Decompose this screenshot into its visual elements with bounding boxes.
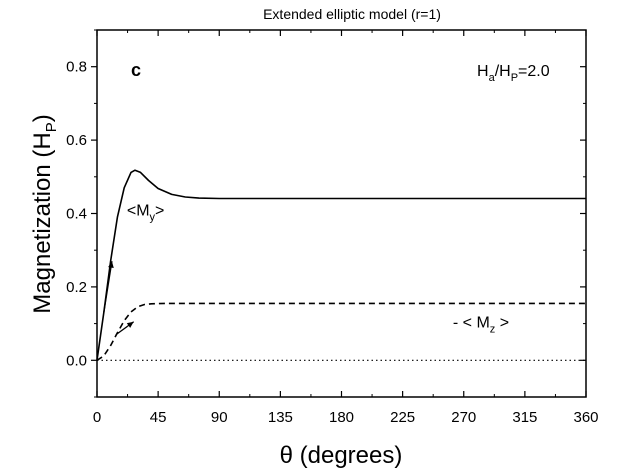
y-tick-label: 0.0 xyxy=(66,352,87,369)
y-axis-label-sub: P xyxy=(43,122,60,132)
data-series xyxy=(96,169,586,361)
arrow-shaft xyxy=(103,261,113,313)
x-axis-label: θ (degrees) xyxy=(280,442,403,469)
x-tick-label: 270 xyxy=(451,409,476,426)
annotation-mz-sub: z xyxy=(490,323,496,335)
y-tick-label: 0.4 xyxy=(66,206,87,223)
parameter-label-tail: =2.0 xyxy=(518,63,550,80)
x-tick-label: 45 xyxy=(150,409,167,426)
y-axis-label-main: Magnetization (H xyxy=(29,132,56,313)
annotation-mz-main: - < M xyxy=(453,314,490,331)
x-tick-label: 360 xyxy=(573,409,598,426)
x-tick-label: 315 xyxy=(512,409,537,426)
y-tick-label: 0.2 xyxy=(66,279,87,296)
arrow-head xyxy=(108,261,114,268)
annotation-my-sub: y xyxy=(150,211,156,223)
x-tick-label: 135 xyxy=(268,409,293,426)
plot-frame xyxy=(96,29,587,398)
annotation-mz: - < Mz > xyxy=(453,314,509,335)
y-tick-label: 0.6 xyxy=(66,132,87,149)
parameter-label: Ha/HP=2.0 xyxy=(477,63,550,84)
annotation-my: <My> xyxy=(127,202,165,223)
x-tick-label: 0 xyxy=(93,409,101,426)
y-tick-label: 0.8 xyxy=(66,59,87,76)
series-line-dashed xyxy=(96,302,586,361)
parameter-label-main: H xyxy=(477,63,489,80)
y-axis-label: Magnetization (HP) xyxy=(29,114,60,313)
x-axis: 0 45 90 135 180 225 270 315 360 xyxy=(93,30,599,426)
annotation-mz-tail: > xyxy=(495,314,509,331)
arrow-head xyxy=(126,321,134,328)
x-tick-label: 90 xyxy=(211,409,228,426)
y-axis-label-close: ) xyxy=(29,114,56,122)
y-axis: 0.0 0.2 0.4 0.6 0.8 xyxy=(66,29,586,398)
series-line-solid xyxy=(96,169,586,361)
x-tick-label: 225 xyxy=(390,409,415,426)
panel-label: c xyxy=(131,60,141,80)
arrows xyxy=(103,261,135,336)
parameter-label-sub1: a xyxy=(489,72,496,84)
annotation-my-main: <M xyxy=(127,202,150,219)
parameter-label-slash: /H xyxy=(495,63,511,80)
parameter-label-sub2: P xyxy=(511,72,518,84)
x-tick-label: 180 xyxy=(329,409,354,426)
annotation-my-tail: > xyxy=(155,202,164,219)
chart-title: Extended elliptic model (r=1) xyxy=(263,6,441,22)
